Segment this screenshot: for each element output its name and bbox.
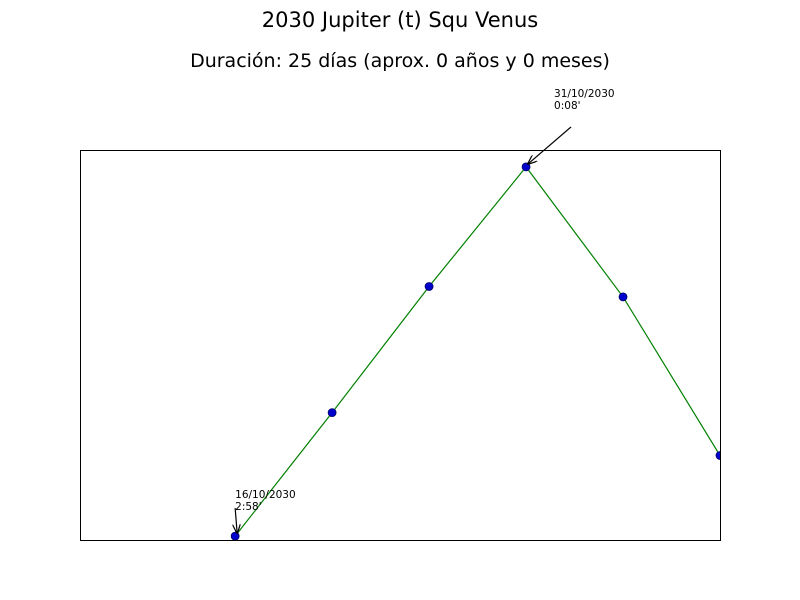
plot-frame bbox=[80, 150, 721, 541]
annotation-layer: 16/10/2030 2:58' 31/10/2030 0:08' bbox=[235, 88, 615, 533]
chart-subtitle: Duración: 25 días (aprox. 0 años y 0 mes… bbox=[190, 50, 610, 72]
chart-title: 2030 Jupiter (t) Squ Venus bbox=[261, 8, 539, 32]
annotation-arrow bbox=[235, 508, 237, 533]
data-point bbox=[618, 292, 628, 302]
plot-area bbox=[230, 162, 720, 540]
annotation-label: 16/10/2030 2:58' bbox=[235, 489, 296, 513]
annotation-line: 2:58' bbox=[235, 501, 261, 513]
annotation-label: 31/10/2030 0:08' bbox=[554, 88, 615, 112]
data-point bbox=[715, 451, 720, 460]
annotation-line: 16/10/2030 bbox=[235, 489, 296, 501]
annotation-line: 31/10/2030 bbox=[554, 88, 615, 100]
data-point bbox=[424, 282, 434, 291]
data-point bbox=[230, 531, 240, 540]
annotation-line: 0:08' bbox=[554, 100, 580, 112]
annotation-arrow bbox=[528, 126, 572, 164]
series-line bbox=[234, 165, 720, 537]
data-point bbox=[327, 408, 337, 418]
data-point bbox=[521, 162, 531, 172]
